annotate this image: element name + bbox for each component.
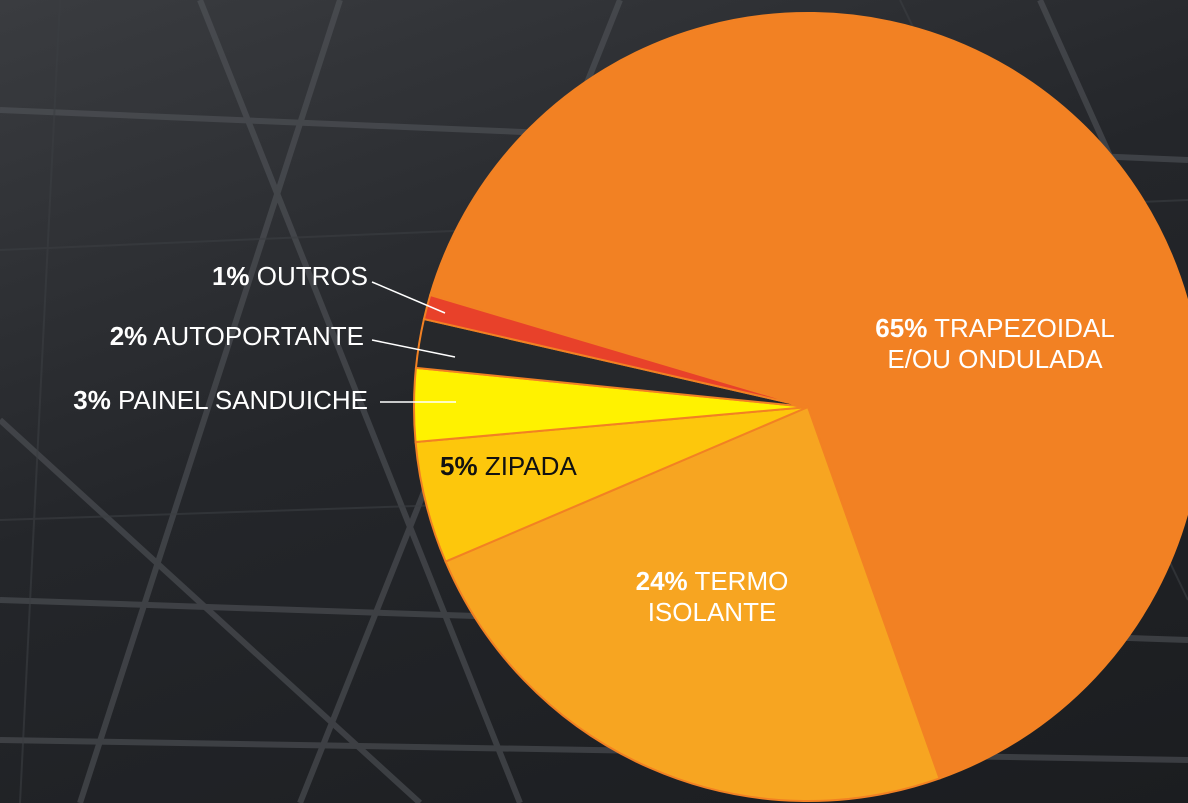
percent-label: 2% — [110, 321, 148, 351]
percent-label: 65% — [875, 313, 927, 343]
slice-label: 3% PAINEL SANDUICHE — [73, 385, 368, 416]
slice-label: 2% AUTOPORTANTE — [110, 321, 364, 352]
percent-label: 5% — [440, 451, 478, 481]
category-label: PAINEL SANDUICHE — [118, 385, 368, 415]
percent-label: 24% — [636, 566, 688, 596]
slice-label: 1% OUTROS — [212, 261, 368, 292]
page: (() => { const data = JSON.parse(documen… — [0, 0, 1188, 803]
category-label: OUTROS — [257, 261, 368, 291]
category-label: ZIPADA — [485, 451, 577, 481]
percent-label: 3% — [73, 385, 111, 415]
slice-label: 65% TRAPEZOIDAL E/OU ONDULADA — [845, 313, 1145, 375]
slice-label: 24% TERMO ISOLANTE — [612, 566, 812, 628]
percent-label: 1% — [212, 261, 250, 291]
slice-label: 5% ZIPADA — [440, 451, 660, 482]
category-label: AUTOPORTANTE — [153, 321, 364, 351]
